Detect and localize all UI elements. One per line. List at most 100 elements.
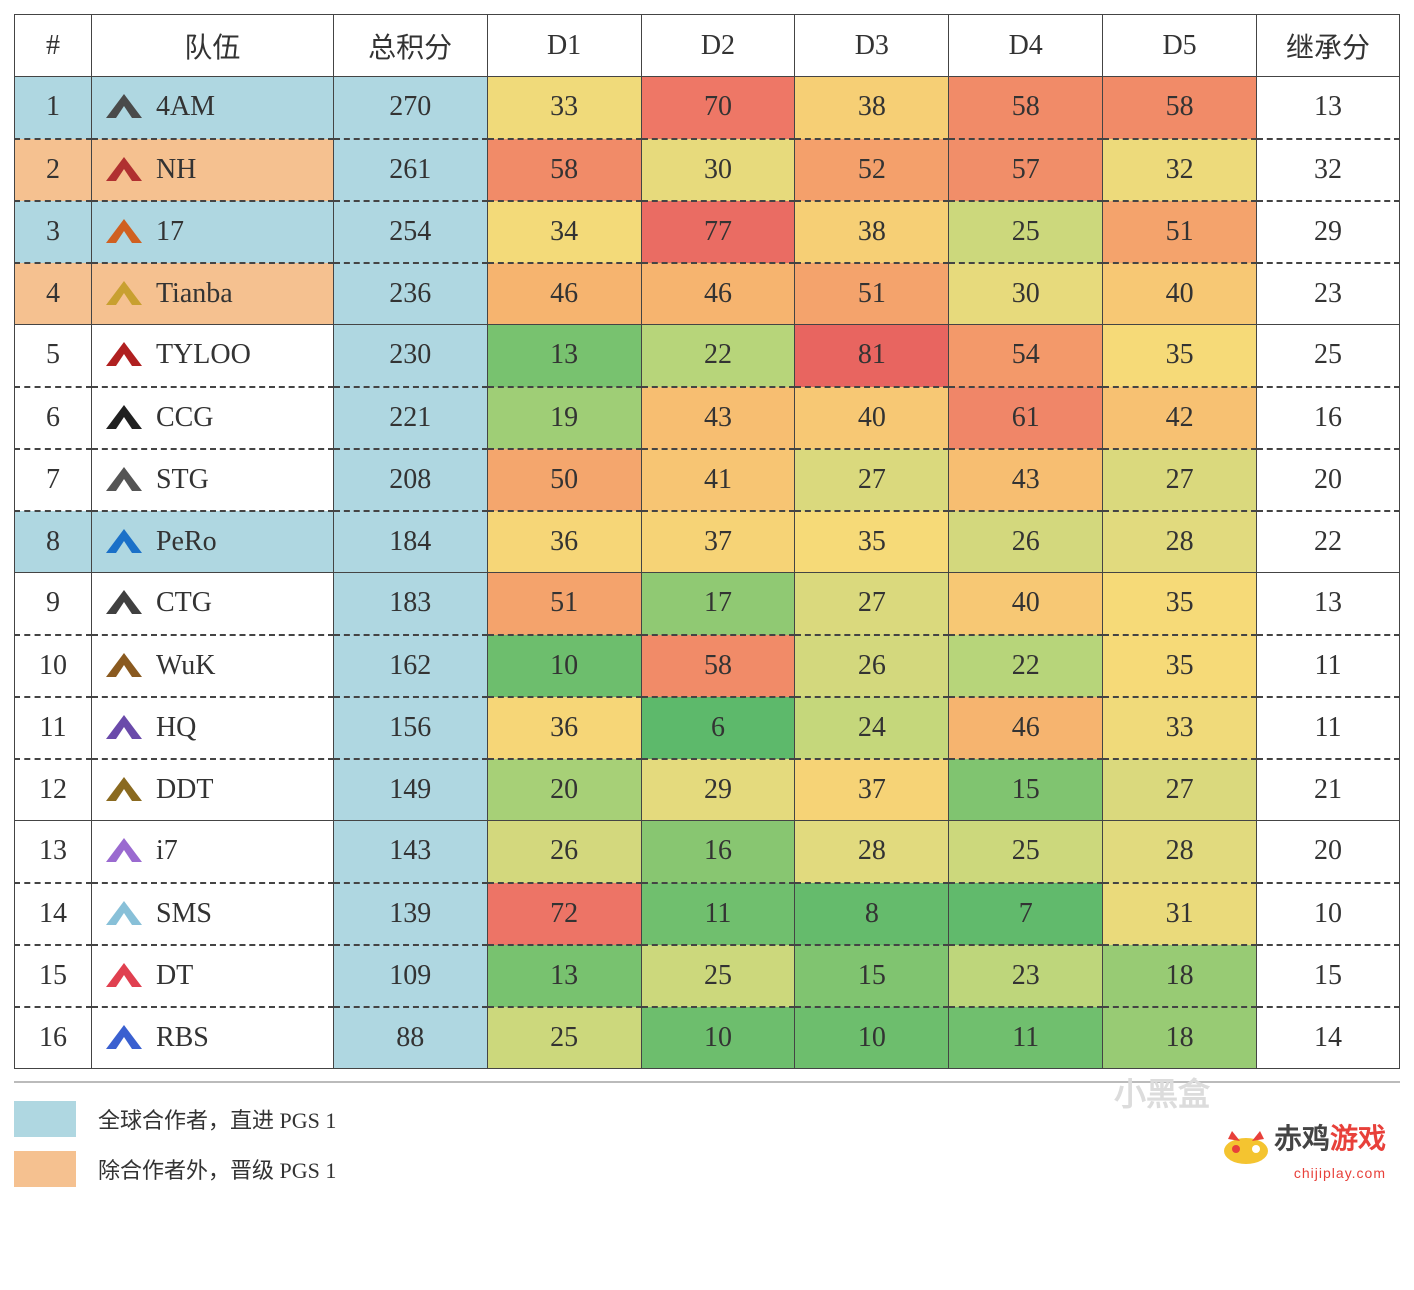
day-cell-d5: 28 bbox=[1103, 511, 1257, 573]
team-cell: DDT bbox=[91, 759, 333, 821]
day-cell-d3: 27 bbox=[795, 449, 949, 511]
day-cell-d1: 34 bbox=[487, 201, 641, 263]
rank-cell: 11 bbox=[15, 697, 92, 759]
day-cell-d1: 72 bbox=[487, 883, 641, 945]
team-cell: WuK bbox=[91, 635, 333, 697]
day-cell-d2: 37 bbox=[641, 511, 795, 573]
day-cell-d4: 26 bbox=[949, 511, 1103, 573]
rank-cell: 10 bbox=[15, 635, 92, 697]
day-cell-d5: 27 bbox=[1103, 449, 1257, 511]
inherit-cell: 11 bbox=[1257, 635, 1400, 697]
rank-cell: 9 bbox=[15, 573, 92, 635]
day-cell-d4: 40 bbox=[949, 573, 1103, 635]
table-row: 9 CTG 183511727403513 bbox=[15, 573, 1400, 635]
day-cell-d2: 17 bbox=[641, 573, 795, 635]
standings-table: # 队伍 总积分 D1 D2 D3 D4 D5 继承分 1 4AM 270337… bbox=[14, 14, 1400, 1069]
team-cell: DT bbox=[91, 945, 333, 1007]
team-cell: SMS bbox=[91, 883, 333, 945]
table-row: 1 4AM 270337038585813 bbox=[15, 77, 1400, 139]
day-cell-d1: 19 bbox=[487, 387, 641, 449]
total-cell: 221 bbox=[333, 387, 487, 449]
team-name: SMS bbox=[156, 898, 212, 930]
rank-cell: 16 bbox=[15, 1007, 92, 1069]
team-name: RBS bbox=[156, 1022, 209, 1054]
day-cell-d2: 10 bbox=[641, 1007, 795, 1069]
team-logo-icon bbox=[102, 275, 146, 313]
day-cell-d3: 28 bbox=[795, 821, 949, 883]
rank-cell: 4 bbox=[15, 263, 92, 325]
day-cell-d2: 29 bbox=[641, 759, 795, 821]
day-cell-d2: 11 bbox=[641, 883, 795, 945]
team-cell: RBS bbox=[91, 1007, 333, 1069]
day-cell-d3: 52 bbox=[795, 139, 949, 201]
team-logo-icon bbox=[102, 461, 146, 499]
day-cell-d5: 18 bbox=[1103, 945, 1257, 1007]
day-cell-d5: 42 bbox=[1103, 387, 1257, 449]
team-cell: CCG bbox=[91, 387, 333, 449]
inherit-cell: 20 bbox=[1257, 449, 1400, 511]
team-name: HQ bbox=[156, 712, 196, 744]
day-cell-d4: 61 bbox=[949, 387, 1103, 449]
legend-swatch bbox=[14, 1101, 76, 1137]
legend-label: 全球合作者，直进 PGS 1 bbox=[98, 1103, 336, 1135]
inherit-cell: 22 bbox=[1257, 511, 1400, 573]
table-row: 3 17 254347738255129 bbox=[15, 201, 1400, 263]
day-cell-d5: 58 bbox=[1103, 77, 1257, 139]
team-cell: NH bbox=[91, 139, 333, 201]
day-cell-d1: 13 bbox=[487, 325, 641, 387]
day-cell-d2: 6 bbox=[641, 697, 795, 759]
brand-url: chijiplay.com bbox=[1222, 1165, 1386, 1181]
day-cell-d4: 30 bbox=[949, 263, 1103, 325]
inherit-cell: 13 bbox=[1257, 77, 1400, 139]
team-logo-icon bbox=[102, 399, 146, 437]
day-cell-d5: 33 bbox=[1103, 697, 1257, 759]
table-row: 14 SMS 1397211873110 bbox=[15, 883, 1400, 945]
team-cell: 4AM bbox=[91, 77, 333, 139]
col-inherit: 继承分 bbox=[1257, 15, 1400, 77]
day-cell-d4: 15 bbox=[949, 759, 1103, 821]
team-logo-icon bbox=[102, 213, 146, 251]
total-cell: 230 bbox=[333, 325, 487, 387]
day-cell-d2: 41 bbox=[641, 449, 795, 511]
table-row: 8 PeRo 184363735262822 bbox=[15, 511, 1400, 573]
total-cell: 162 bbox=[333, 635, 487, 697]
table-row: 11 HQ 15636624463311 bbox=[15, 697, 1400, 759]
day-cell-d3: 37 bbox=[795, 759, 949, 821]
day-cell-d1: 58 bbox=[487, 139, 641, 201]
total-cell: 156 bbox=[333, 697, 487, 759]
team-logo-icon bbox=[102, 336, 146, 374]
day-cell-d5: 40 bbox=[1103, 263, 1257, 325]
day-cell-d2: 25 bbox=[641, 945, 795, 1007]
day-cell-d4: 25 bbox=[949, 201, 1103, 263]
team-logo-icon bbox=[102, 584, 146, 622]
day-cell-d4: 58 bbox=[949, 77, 1103, 139]
day-cell-d2: 43 bbox=[641, 387, 795, 449]
day-cell-d2: 46 bbox=[641, 263, 795, 325]
day-cell-d2: 70 bbox=[641, 77, 795, 139]
inherit-cell: 20 bbox=[1257, 821, 1400, 883]
inherit-cell: 14 bbox=[1257, 1007, 1400, 1069]
day-cell-d3: 40 bbox=[795, 387, 949, 449]
team-logo-icon bbox=[102, 88, 146, 126]
day-cell-d4: 25 bbox=[949, 821, 1103, 883]
col-total: 总积分 bbox=[333, 15, 487, 77]
team-logo-icon bbox=[102, 709, 146, 747]
page-wrapper: # 队伍 总积分 D1 D2 D3 D4 D5 继承分 1 4AM 270337… bbox=[14, 14, 1400, 1187]
rank-cell: 7 bbox=[15, 449, 92, 511]
inherit-cell: 11 bbox=[1257, 697, 1400, 759]
total-cell: 149 bbox=[333, 759, 487, 821]
day-cell-d3: 81 bbox=[795, 325, 949, 387]
day-cell-d3: 10 bbox=[795, 1007, 949, 1069]
team-logo-icon bbox=[102, 1019, 146, 1057]
team-cell: PeRo bbox=[91, 511, 333, 573]
rank-cell: 13 bbox=[15, 821, 92, 883]
total-cell: 270 bbox=[333, 77, 487, 139]
day-cell-d3: 51 bbox=[795, 263, 949, 325]
rank-cell: 3 bbox=[15, 201, 92, 263]
col-d2: D2 bbox=[641, 15, 795, 77]
team-logo-icon bbox=[102, 151, 146, 189]
day-cell-d5: 35 bbox=[1103, 573, 1257, 635]
day-cell-d4: 43 bbox=[949, 449, 1103, 511]
table-row: 13 i7 143261628252820 bbox=[15, 821, 1400, 883]
total-cell: 261 bbox=[333, 139, 487, 201]
